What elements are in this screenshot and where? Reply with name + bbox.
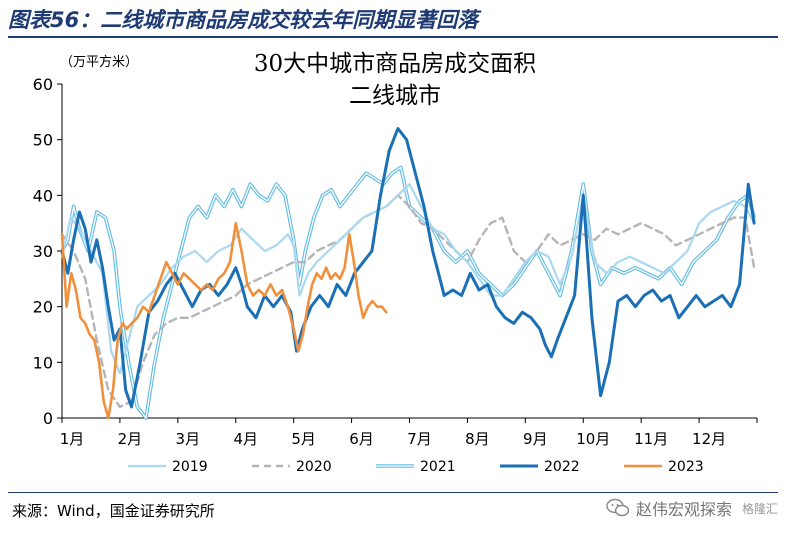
series-line-2023 <box>60 221 388 420</box>
y-axis-unit-label: （万平方米） <box>60 54 138 70</box>
y-tick-label: 60 <box>33 75 53 94</box>
x-tick-label: 1月 <box>60 430 85 448</box>
x-tick-label: 12月 <box>692 430 726 448</box>
chart-series-layer <box>60 127 756 420</box>
legend-label: 2022 <box>544 459 580 475</box>
figure-title: 图表56：二线城市商品房成交较去年同期显著回落 <box>8 8 479 32</box>
legend-label: 2019 <box>172 459 208 475</box>
x-tick-label: 5月 <box>291 430 316 448</box>
series-2021 <box>60 165 756 420</box>
legend-label: 2020 <box>296 459 332 475</box>
x-tick-label: 11月 <box>634 430 668 448</box>
y-tick-label: 0 <box>43 409 53 428</box>
legend-item-2021: 2021 <box>376 459 456 475</box>
watermark-text: 赵伟宏观探索 <box>635 500 732 519</box>
series-2023 <box>60 221 388 420</box>
legend-item-2023: 2023 <box>624 459 704 475</box>
y-tick-label: 30 <box>33 242 53 261</box>
chart-subtitle: 二线城市 <box>349 83 441 109</box>
legend-label: 2023 <box>668 459 704 475</box>
legend-item-2020: 2020 <box>252 459 332 475</box>
watermark: 赵伟宏观探索 格隆汇 <box>606 496 778 520</box>
y-tick-label: 40 <box>33 186 53 205</box>
chart-title: 30大中城市商品房成交面积 <box>254 51 536 77</box>
source-note: 来源：Wind，国金证券研究所 <box>12 502 215 520</box>
x-tick-label: 4月 <box>233 430 258 448</box>
chart-legend: 2019 2020 2021 2022 2023 <box>128 459 704 475</box>
legend-item-2019: 2019 <box>128 459 208 475</box>
y-tick-label: 20 <box>33 298 53 317</box>
series-line-2019 <box>60 183 756 375</box>
x-tick-label: 8月 <box>465 430 490 448</box>
watermark-sub-text: 格隆汇 <box>741 501 778 516</box>
y-tick-label: 10 <box>33 353 53 372</box>
title-rule <box>8 36 778 38</box>
series-line-2022 <box>60 127 756 409</box>
x-tick-label: 6月 <box>349 430 374 448</box>
x-tick-label: 7月 <box>407 430 432 448</box>
legend-item-2022: 2022 <box>500 459 580 475</box>
legend-label: 2021 <box>420 459 456 475</box>
x-tick-label: 10月 <box>576 430 610 448</box>
wechat-icon <box>606 498 630 517</box>
series-2019 <box>60 183 756 375</box>
y-tick-label: 50 <box>33 131 53 150</box>
chart-axes: 0 10 20 30 40 50 60 1月 2月 3月 4月 5月 6月 7月 8月 9月 10月 11月 12月 <box>33 75 758 448</box>
series-2020 <box>60 194 756 409</box>
x-tick-label: 2月 <box>118 430 143 448</box>
x-tick-label: 9月 <box>523 430 548 448</box>
series-line-2020 <box>60 194 756 409</box>
footer-rule <box>8 492 778 493</box>
series-line-inner-2021 <box>61 166 755 419</box>
series-2022 <box>60 127 756 409</box>
x-tick-label: 3月 <box>176 430 201 448</box>
